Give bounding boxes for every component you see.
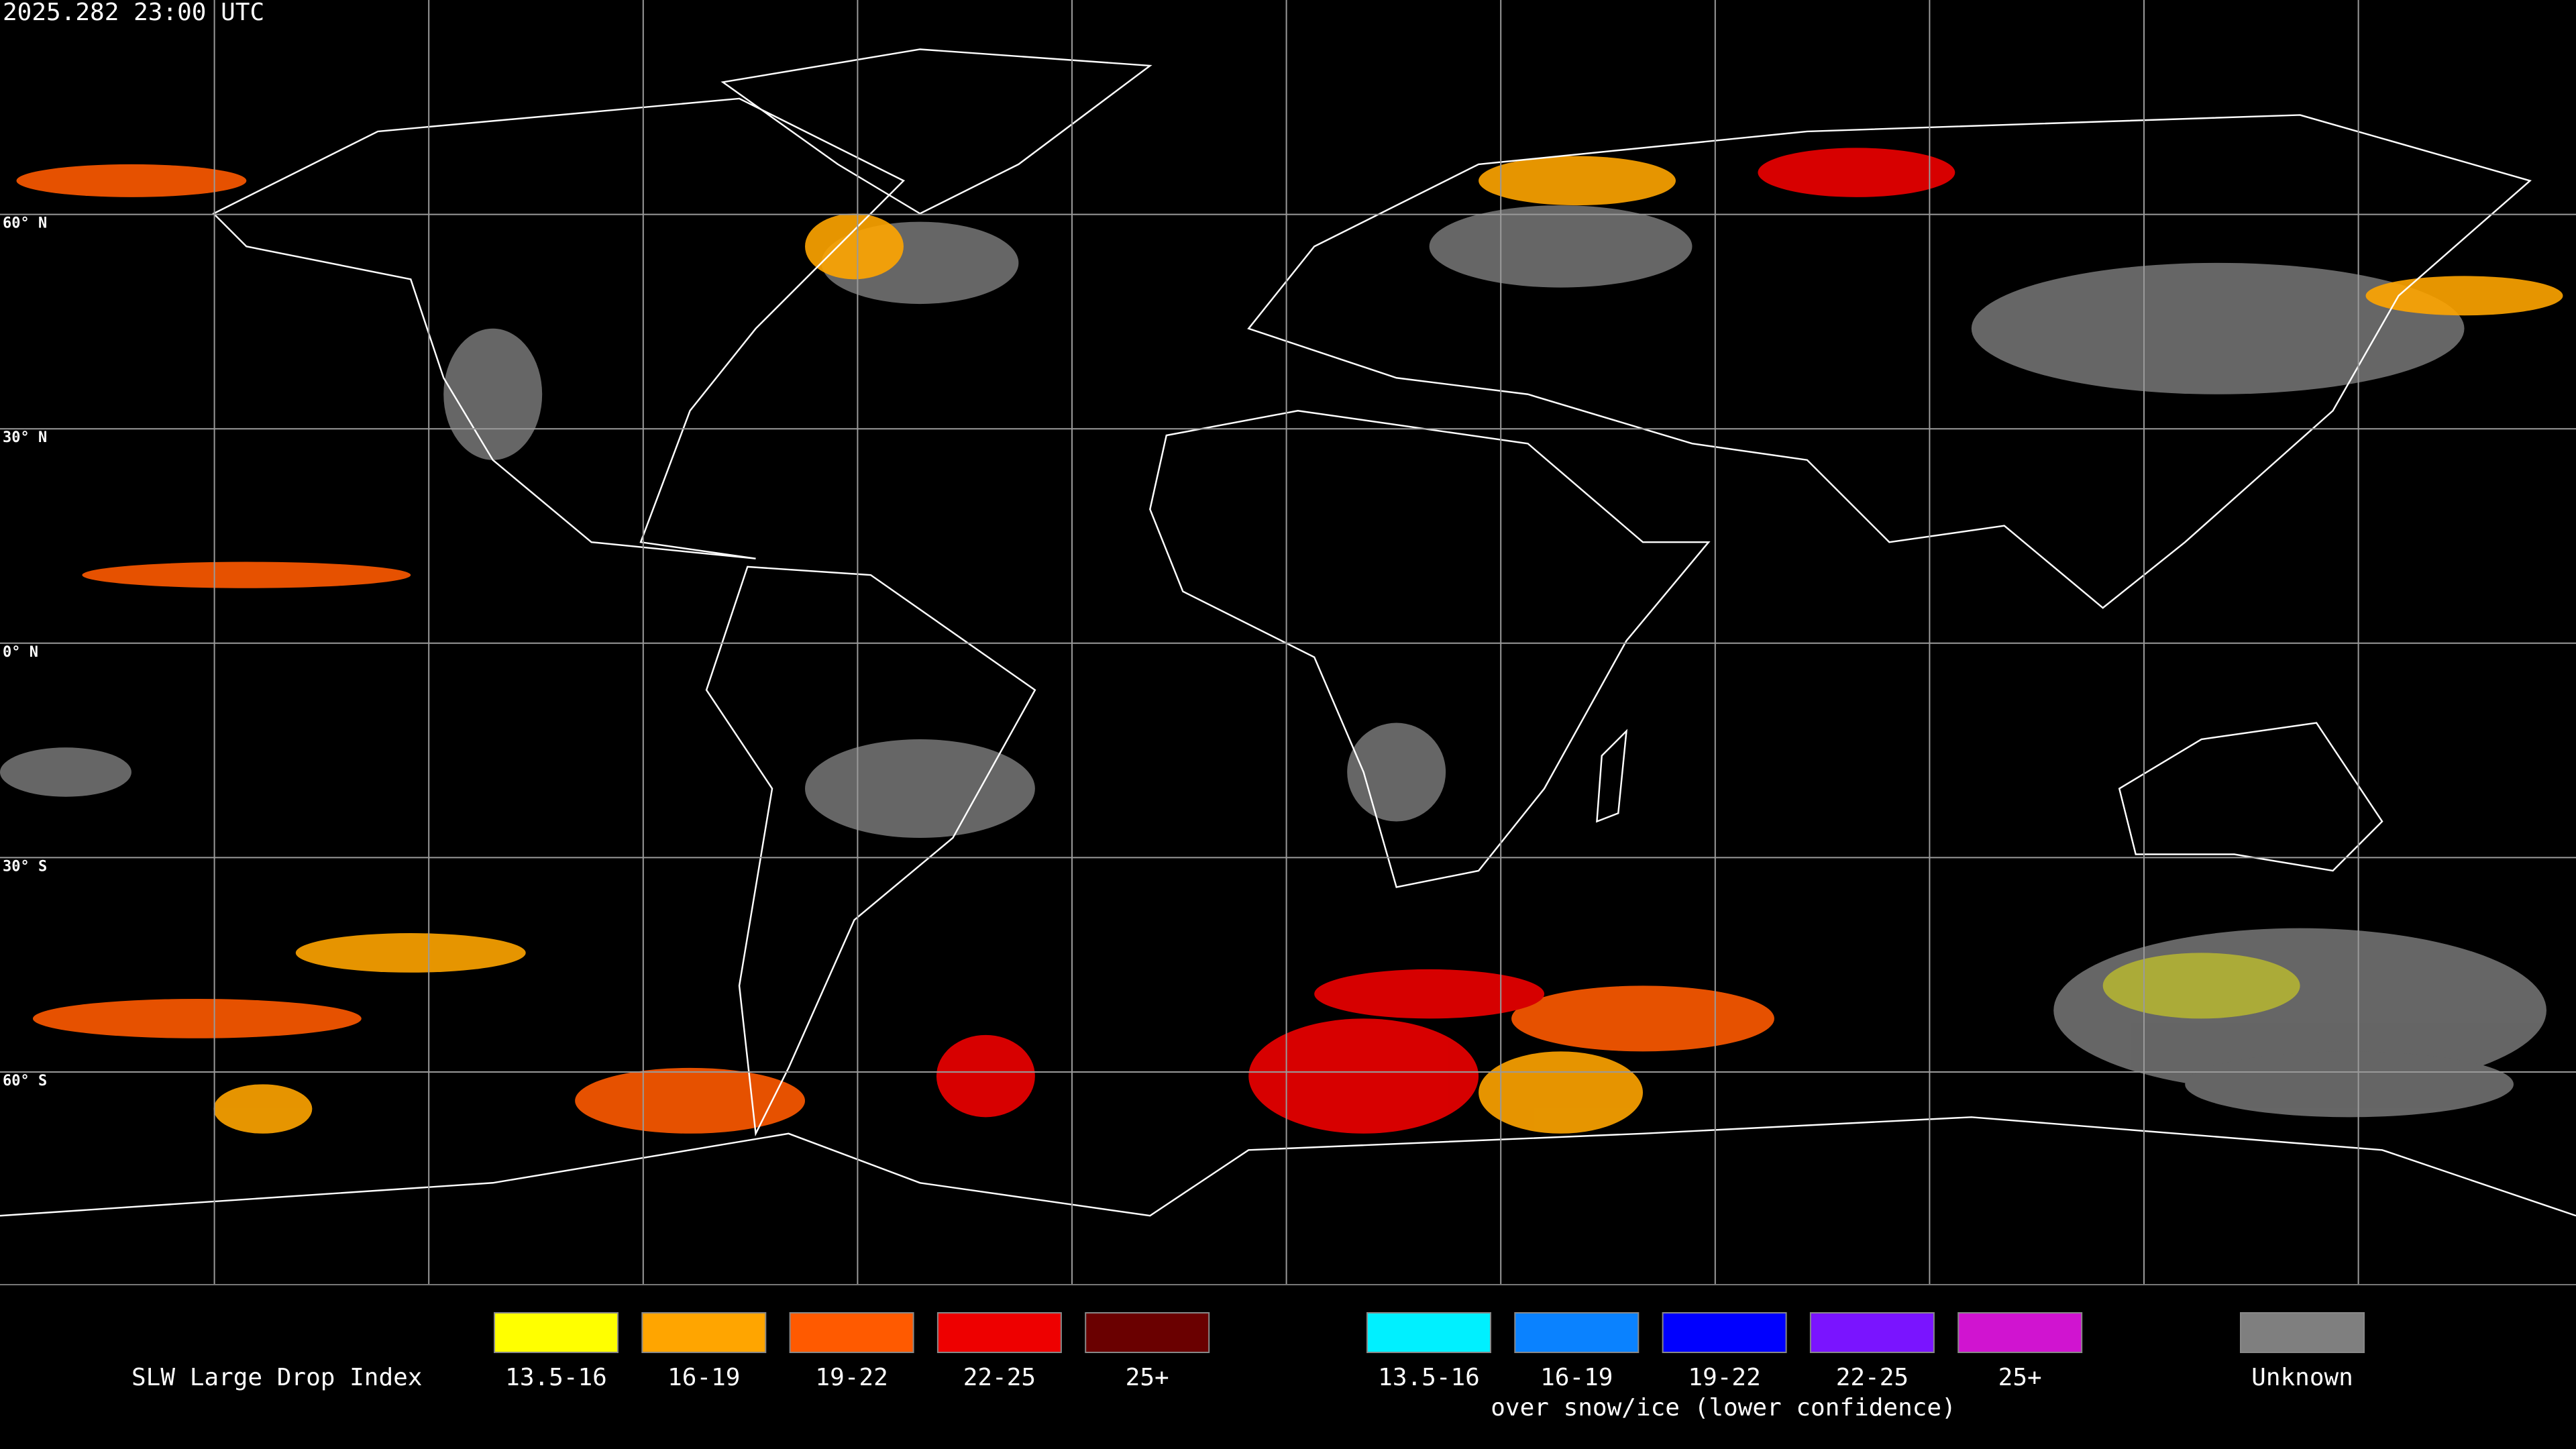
legend-label: 13.5-16 — [1378, 1364, 1480, 1391]
latitude-label: 60° N — [3, 215, 47, 232]
legend-label: 19-22 — [1688, 1364, 1760, 1391]
legend-label: 22-25 — [963, 1364, 1036, 1391]
legend-title: SLW Large Drop Index — [131, 1364, 422, 1391]
legend-swatch — [2240, 1312, 2365, 1353]
legend-caption: over snow/ice (lower confidence) — [1491, 1394, 1956, 1421]
legend-label: 16-19 — [1540, 1364, 1613, 1391]
legend-label: Unknown — [2251, 1364, 2353, 1391]
graticule: 60° N 30° N 0° N 30° S 60° S — [0, 0, 2576, 1285]
latitude-label: 0° N — [3, 644, 38, 661]
legend-label: 25+ — [1998, 1364, 2042, 1391]
legend-swatch — [1809, 1312, 1935, 1353]
slw-patches — [16, 148, 2563, 1134]
legend-swatch — [1662, 1312, 1787, 1353]
latitude-label: 30° N — [3, 429, 47, 446]
coastlines — [0, 48, 2576, 1217]
legend-swatch — [641, 1312, 767, 1353]
legend-swatch — [1366, 1312, 1491, 1353]
map — [0, 48, 2576, 1217]
legend-swatch — [936, 1312, 1062, 1353]
latitude-label: 30° S — [3, 858, 47, 875]
legend-label: 19-22 — [815, 1364, 888, 1391]
legend-swatch — [494, 1312, 619, 1353]
legend-swatch — [789, 1312, 914, 1353]
legend-label: 16-19 — [667, 1364, 740, 1391]
legend-label: 13.5-16 — [505, 1364, 607, 1391]
legend-swatch — [1957, 1312, 2083, 1353]
latitude-label: 60° S — [3, 1073, 47, 1089]
legend-swatch — [1514, 1312, 1640, 1353]
legend: 13.5-16 16-19 19-22 22-25 25+ 13.5-16 16-19 19-… — [494, 1312, 2365, 1421]
timestamp: 2025.282 23:00 UTC — [3, 0, 264, 26]
legend-swatch — [1085, 1312, 1210, 1353]
legend-label: 25+ — [1126, 1364, 1169, 1391]
legend-label: 22-25 — [1836, 1364, 1909, 1391]
